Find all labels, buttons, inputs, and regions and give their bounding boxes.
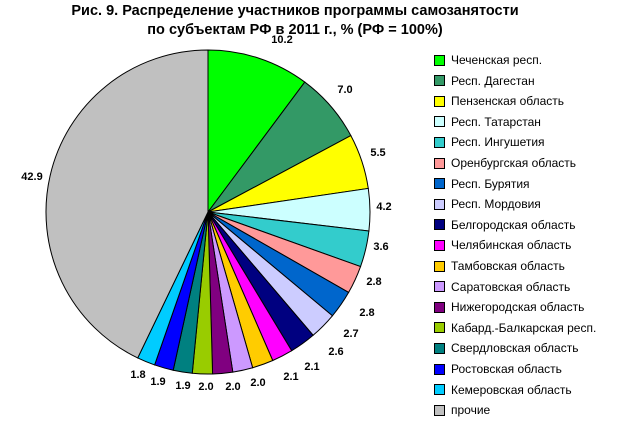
legend-item: Саратовская область	[434, 277, 570, 297]
legend-swatch	[434, 178, 445, 190]
legend-label: Ростовская область	[451, 362, 562, 376]
legend-item: Ростовская область	[434, 359, 562, 379]
slice-value-label-8: 2.7	[343, 328, 358, 340]
legend-swatch	[434, 281, 445, 293]
legend-swatch	[434, 342, 445, 354]
legend-item: Нижегородская область	[434, 297, 584, 317]
legend-label: Свердловская область	[451, 341, 579, 356]
legend-swatch	[434, 219, 445, 231]
legend-item: Пензенская область	[434, 91, 564, 111]
slice-value-label-1: 10.2	[271, 34, 292, 46]
legend-label: Кабард.-Балкарская респ.	[451, 320, 597, 335]
legend-item: Тамбовская область	[434, 256, 565, 276]
legend-swatch	[434, 198, 445, 210]
legend-label: Нижегородская область	[451, 300, 585, 315]
legend-item: прочие	[434, 400, 490, 420]
legend-swatch	[434, 322, 445, 334]
legend-swatch	[434, 260, 445, 272]
legend-swatch	[434, 54, 445, 66]
slice-value-label-17: 1.8	[130, 369, 145, 381]
legend-swatch	[434, 301, 445, 313]
legend-swatch	[434, 95, 445, 107]
legend-item: Белгородская область	[434, 215, 575, 235]
legend-label: Пензенская область	[451, 94, 565, 109]
legend-item: Кемеровская область	[434, 380, 572, 400]
slice-value-label-2: 7.0	[337, 84, 352, 96]
slice-value-label-15: 1.9	[175, 380, 190, 392]
legend-item: Челябинская область	[434, 235, 571, 255]
slice-value-label-3: 5.5	[370, 147, 385, 159]
chart-title: Рис. 9. Распределение участников програм…	[71, 3, 519, 19]
legend-item: Респ. Татарстан	[434, 112, 541, 132]
legend-item: Кабард.-Балкарская респ.	[434, 318, 596, 338]
legend-label: прочие	[451, 403, 491, 418]
legend-label: Саратовская область	[451, 279, 571, 294]
slice-value-label-16: 1.9	[150, 376, 165, 388]
legend-label: Оренбургская область	[451, 156, 577, 170]
legend-item: Респ. Дагестан	[434, 71, 535, 91]
legend-swatch	[434, 116, 445, 128]
slice-value-label-11: 2.1	[283, 371, 298, 383]
legend-swatch	[434, 136, 445, 148]
slice-value-label-10: 2.1	[304, 361, 319, 373]
legend-label: Кемеровская область	[451, 382, 572, 397]
pie-slice-1	[207, 49, 306, 214]
legend-label: Респ. Бурятия	[451, 176, 530, 191]
chart-title-block: Рис. 9. Распределение участников програм…	[0, 2, 630, 40]
legend-swatch	[434, 363, 445, 375]
legend-item: Респ. Ингушетия	[434, 132, 545, 152]
legend-swatch	[434, 404, 445, 416]
slice-value-label-4: 4.2	[376, 201, 391, 213]
legend-label: Челябинская область	[451, 238, 572, 253]
slice-value-label-5: 3.6	[373, 241, 388, 253]
slice-value-label-9: 2.6	[328, 346, 343, 358]
legend-item: Респ. Мордовия	[434, 194, 541, 214]
legend-label: Тамбовская область	[451, 259, 565, 273]
legend-swatch	[434, 239, 445, 251]
pie-slice-18	[45, 49, 209, 359]
legend-swatch	[434, 384, 445, 396]
chart-subtitle: по субъектам РФ в 2011 г., % (РФ = 100%)	[147, 22, 443, 38]
slice-value-label-13: 2.0	[225, 381, 240, 393]
legend-item: Оренбургская область	[434, 153, 576, 173]
legend-label: Респ. Татарстан	[451, 114, 541, 129]
legend-label: Чеченская респ.	[451, 53, 543, 67]
legend-swatch	[434, 157, 445, 169]
legend-label: Респ. Ингушетия	[451, 135, 545, 150]
legend-item: Респ. Бурятия	[434, 174, 530, 194]
legend-item: Чеченская респ.	[434, 50, 542, 70]
slice-value-label-6: 2.8	[366, 276, 381, 288]
legend-item: Свердловская область	[434, 338, 578, 358]
legend-label: Респ. Дагестан	[451, 73, 535, 88]
slice-value-label-18: 42.9	[21, 171, 42, 183]
legend-label: Респ. Мордовия	[451, 197, 541, 212]
slice-value-label-12: 2.0	[250, 377, 265, 389]
slice-value-label-7: 2.8	[359, 307, 374, 319]
legend-label: Белгородская область	[451, 217, 576, 232]
legend-swatch	[434, 75, 445, 87]
slice-value-label-14: 2.0	[198, 381, 213, 393]
